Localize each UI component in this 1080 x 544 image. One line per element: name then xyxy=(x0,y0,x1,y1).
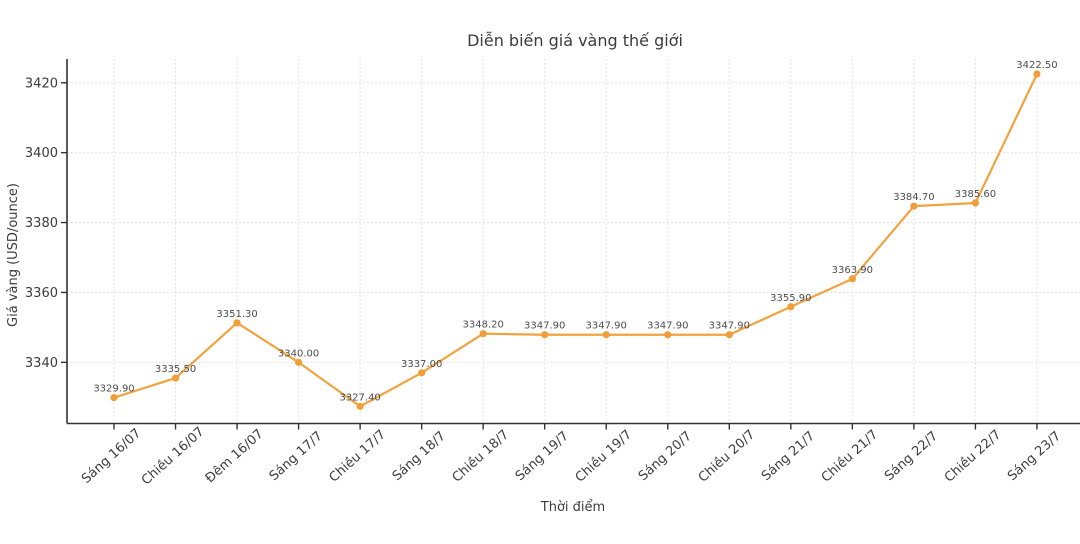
y-tick-label: 3340 xyxy=(25,356,58,371)
data-point-label: 3385.60 xyxy=(955,189,996,200)
y-tick-label: 3380 xyxy=(25,216,58,231)
x-tick-label: Sáng 22/7 xyxy=(882,429,941,484)
data-point-label: 3337.00 xyxy=(401,359,442,370)
data-point-label: 3347.90 xyxy=(709,321,750,332)
x-tick-label: Chiều 16/07 xyxy=(139,424,208,488)
data-point xyxy=(725,331,733,339)
data-point-label: 3355.90 xyxy=(770,293,811,304)
data-point xyxy=(910,202,918,210)
x-tick-label: Sáng 20/7 xyxy=(636,429,695,484)
x-tick-label: Chiều 20/7 xyxy=(696,427,758,485)
data-point xyxy=(418,369,426,377)
gold-price-series xyxy=(110,70,1041,410)
x-tick-label: Sáng 23/7 xyxy=(1005,429,1064,484)
data-point-label: 3384.70 xyxy=(893,192,934,203)
data-point xyxy=(356,402,364,410)
x-tick-label: Chiều 19/7 xyxy=(573,427,635,485)
gridlines xyxy=(67,59,1080,424)
data-point xyxy=(294,358,303,366)
data-point xyxy=(110,394,118,402)
data-point-label: 3422.50 xyxy=(1016,60,1057,71)
y-tick-label: 3420 xyxy=(25,76,58,91)
data-point xyxy=(602,331,610,339)
x-tick-label: Sáng 19/7 xyxy=(513,429,572,484)
data-point-label: 3347.90 xyxy=(647,321,688,332)
chart-title: Diễn biến giá vàng thế giới xyxy=(467,31,683,50)
data-point-label: 3329.90 xyxy=(93,384,134,395)
x-tick-label: Chiều 22/7 xyxy=(942,427,1004,485)
x-tick-label: Chiều 17/7 xyxy=(327,427,389,485)
data-point-label: 3327.40 xyxy=(339,392,380,403)
data-point xyxy=(971,199,980,207)
data-point xyxy=(664,331,672,339)
x-tick-label: Đêm 16/07 xyxy=(203,427,267,487)
data-point xyxy=(787,303,795,311)
x-tick-label: Sáng 21/7 xyxy=(759,429,818,484)
data-point xyxy=(171,374,180,382)
data-point-label: 3363.90 xyxy=(832,265,873,276)
axes xyxy=(61,59,1080,430)
data-point-label: 3348.20 xyxy=(463,320,504,331)
x-axis-title: Thời điểm xyxy=(540,500,605,515)
data-point-label: 3340.00 xyxy=(278,348,319,359)
data-point-labels: 3329.90 3335.50 3351.30 3340.00 3327.40 3337.… xyxy=(93,60,1057,403)
y-tick-label: 3360 xyxy=(25,286,58,301)
x-tick-label: Chiều 21/7 xyxy=(819,427,881,485)
x-tick-label: Sáng 18/7 xyxy=(390,429,449,484)
data-point-label: 3351.30 xyxy=(216,309,257,320)
data-point xyxy=(541,331,549,339)
series-line xyxy=(112,72,1039,408)
data-point-label: 3335.50 xyxy=(155,364,196,375)
data-point-label: 3347.90 xyxy=(586,321,627,332)
data-point xyxy=(233,319,241,327)
x-tick-label: Sáng 16/07 xyxy=(79,426,144,487)
x-tick-label: Chiều 18/7 xyxy=(450,427,512,485)
x-tick-label: Sáng 17/7 xyxy=(267,429,326,484)
y-axis-title: Giá vàng (USD/ounce) xyxy=(6,183,21,327)
data-point xyxy=(479,330,487,338)
data-point-label: 3347.90 xyxy=(524,321,565,332)
data-point xyxy=(1033,70,1041,78)
y-tick-label: 3400 xyxy=(25,146,58,161)
data-point xyxy=(848,275,856,283)
